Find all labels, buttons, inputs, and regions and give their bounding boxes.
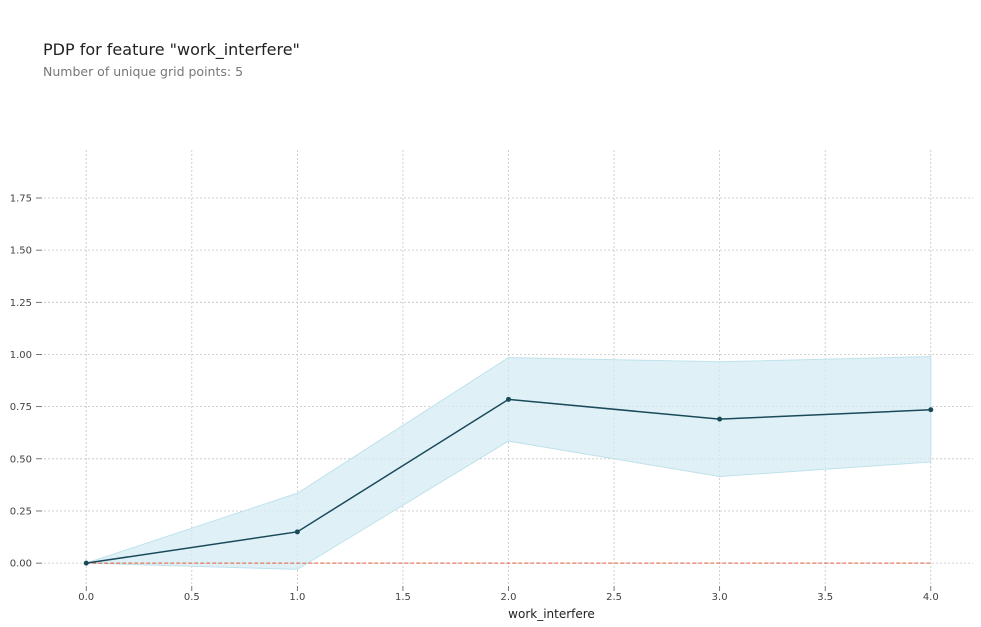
y-tick-label-7: 1.75 xyxy=(10,193,32,204)
x-tick-label-5: 2.5 xyxy=(606,592,622,603)
y-tick-label-0: 0.00 xyxy=(10,559,32,570)
x-tick-label-7: 3.5 xyxy=(817,592,833,603)
y-tick-label-6: 1.50 xyxy=(10,246,32,257)
x-axis-label: work_interfere xyxy=(508,607,595,621)
y-tick-label-1: 0.25 xyxy=(10,506,32,517)
y-tick-label-5: 1.25 xyxy=(10,298,32,309)
y-tick-label-4: 1.00 xyxy=(10,350,32,361)
x-tick-label-1: 0.5 xyxy=(184,592,200,603)
data-point-1 xyxy=(294,529,300,535)
x-tick-label-8: 4.0 xyxy=(923,592,939,603)
data-point-3 xyxy=(717,416,723,422)
x-tick-label-3: 1.5 xyxy=(395,592,411,603)
data-point-2 xyxy=(506,396,511,402)
chart-subtitle: Number of unique grid points: 5 xyxy=(43,64,244,79)
y-tick-label-3: 0.75 xyxy=(10,402,32,413)
x-tick-label-2: 1.0 xyxy=(289,592,305,603)
data-point-0 xyxy=(83,560,89,566)
y-tick-label-2: 0.50 xyxy=(10,454,32,465)
x-tick-label-0: 0.0 xyxy=(78,592,94,603)
x-tick-label-4: 2.0 xyxy=(501,592,517,603)
chart-title: PDP for feature "work_interfere" xyxy=(43,40,300,59)
data-point-4 xyxy=(928,407,934,413)
x-tick-label-6: 3.0 xyxy=(712,592,728,603)
